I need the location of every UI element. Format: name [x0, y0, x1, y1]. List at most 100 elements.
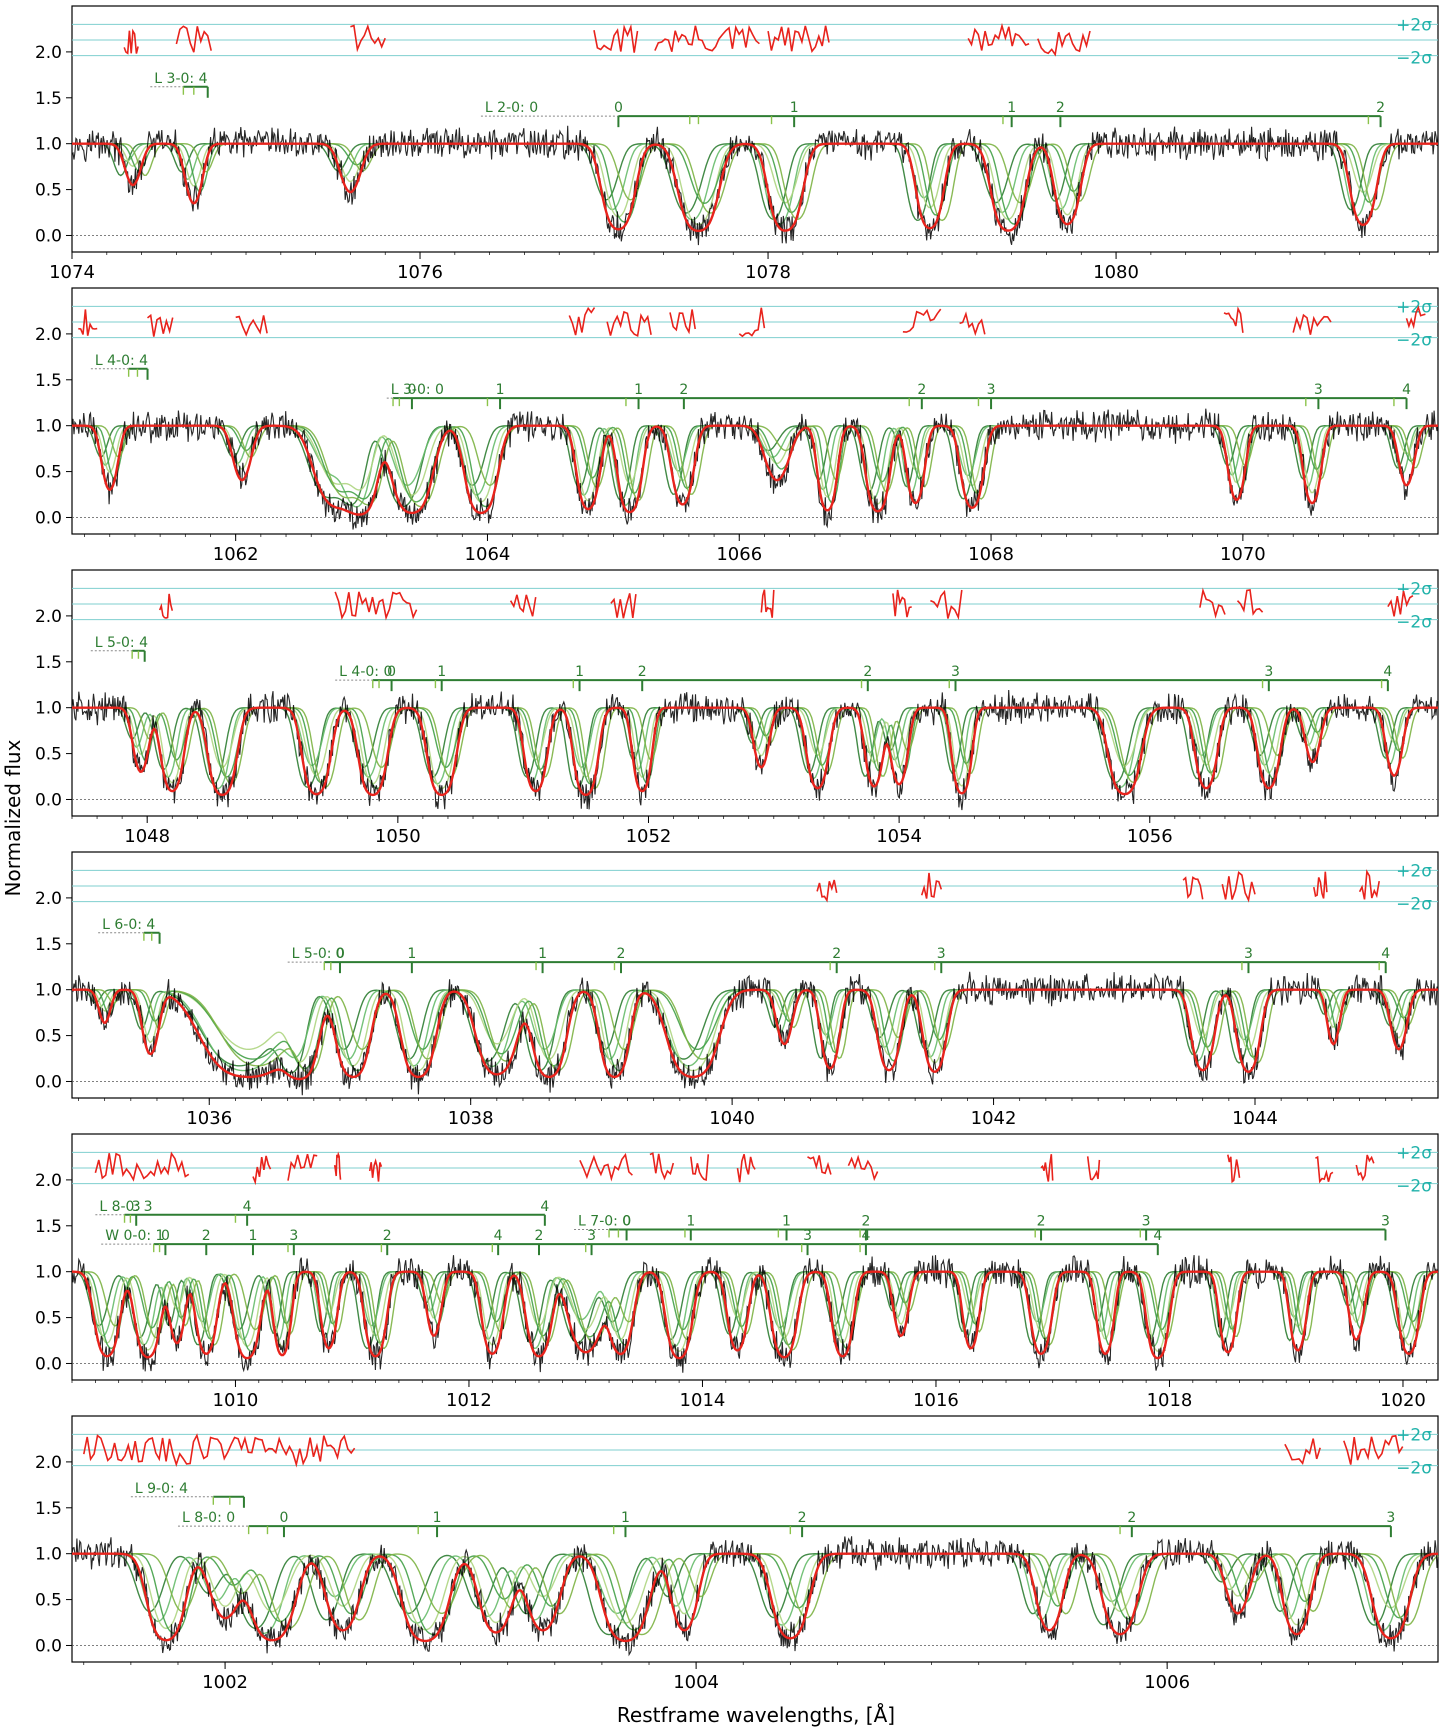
y-tick-label: 0.0 — [35, 226, 62, 246]
residual-segment — [1182, 876, 1204, 900]
residual-segment — [1355, 1154, 1375, 1182]
x-tick-label: 1012 — [446, 1390, 492, 1411]
line-series-label: W 0-0: 1 — [105, 1228, 164, 1244]
residual-segment — [649, 1152, 675, 1181]
y-tick-label: 0.0 — [35, 508, 62, 528]
sigma-minus-label: −2σ — [1396, 1459, 1432, 1479]
sigma-plus-label: +2σ — [1396, 861, 1432, 881]
residual-segment — [1358, 869, 1380, 900]
line-tick-label: 0 — [622, 1213, 631, 1229]
x-tick-label: 1070 — [1220, 544, 1266, 565]
y-axis-label: Normalized flux — [1, 739, 25, 896]
residual-segment — [1313, 871, 1328, 899]
line-tick-label: 1 — [538, 946, 547, 962]
sigma-minus-label: −2σ — [1396, 49, 1432, 69]
line-tick-label: 2 — [679, 382, 688, 398]
residual-segment — [78, 309, 98, 336]
panel-frame — [71, 569, 1439, 817]
line-tick-label: 0 — [336, 946, 345, 962]
x-tick-label: 1004 — [673, 1672, 719, 1693]
x-tick-label: 1014 — [680, 1390, 726, 1411]
residual-segment — [654, 24, 760, 52]
model-fit — [72, 706, 1438, 797]
line-tick-label: 2 — [617, 946, 626, 962]
y-tick-label: 1.0 — [35, 1263, 62, 1283]
x-tick-label: 1040 — [709, 1108, 755, 1129]
line-tick-label: 1 — [621, 1510, 630, 1526]
y-tick-label: 0.0 — [35, 1636, 62, 1656]
line-tick-label: 4 — [1153, 1228, 1162, 1244]
line-tick-label: 1 — [249, 1228, 258, 1244]
x-tick-label: 1064 — [465, 544, 511, 565]
line-tick-label: 0 — [161, 1228, 170, 1244]
residual-segment — [350, 23, 386, 53]
residual-segment — [1227, 1154, 1241, 1184]
x-tick-label: 1044 — [1232, 1108, 1278, 1129]
residual-segment — [509, 594, 537, 617]
model-fit — [72, 424, 1438, 516]
x-tick-label: 1016 — [913, 1390, 959, 1411]
line-tick-label: 3 — [1244, 946, 1253, 962]
x-tick-label: 1074 — [49, 262, 95, 283]
residual-segment — [760, 589, 775, 618]
residual-segment — [1343, 1434, 1404, 1465]
residual-segment — [892, 589, 912, 618]
model-fit — [72, 142, 1438, 233]
x-tick-label: 1066 — [716, 544, 762, 565]
line-tick-label: 2 — [1127, 1510, 1136, 1526]
x-tick-label: 1062 — [213, 544, 259, 565]
model-fit — [72, 988, 1438, 1081]
residual-segment — [334, 591, 418, 621]
panel-frame — [71, 851, 1439, 1099]
line-tick-label: 1 — [407, 946, 416, 962]
residual-segment — [94, 1151, 190, 1182]
y-tick-label: 1.0 — [35, 1545, 62, 1565]
y-tick-label: 2.0 — [35, 1171, 62, 1191]
line-tick-label: 1 — [437, 664, 446, 680]
sigma-minus-label: −2σ — [1396, 331, 1432, 351]
line-tick-label: 1 — [634, 382, 643, 398]
residual-segment — [1236, 588, 1264, 616]
line-tick-label: 1 — [782, 1213, 791, 1229]
line-tick-label: 3 — [132, 1199, 141, 1215]
residual-segment — [1315, 1155, 1334, 1184]
component-curve-5 — [72, 707, 1438, 790]
y-tick-label: 1.5 — [35, 1217, 62, 1237]
residual-segment — [606, 310, 652, 337]
line-tick-label: 4 — [1402, 382, 1411, 398]
y-tick-label: 0.0 — [35, 1072, 62, 1092]
line-tick-label: 1 — [1007, 100, 1016, 116]
line-tick-label: 3 — [587, 1228, 596, 1244]
line-tick-label: 2 — [861, 1213, 870, 1229]
residual-segment — [1037, 30, 1091, 57]
residual-segment — [368, 1158, 383, 1182]
line-series-label: L 8-0: 3 — [99, 1199, 152, 1215]
x-tick-label: 1056 — [1127, 826, 1173, 847]
x-tick-label: 1038 — [448, 1108, 494, 1129]
line-tick-label: 4 — [1383, 664, 1392, 680]
residual-segment — [1199, 587, 1226, 619]
line-tick-label: 0 — [280, 1510, 289, 1526]
y-tick-label: 0.0 — [35, 790, 62, 810]
panel-5: +2σ−2σL 8-0: 33 4 4L 7-0: 00 1 1 2 2 3 3W 0-0: 1… — [35, 1133, 1439, 1411]
residual-segment — [175, 25, 212, 53]
y-tick-label: 1.5 — [35, 1499, 62, 1519]
panel-frame — [71, 1133, 1439, 1381]
panel-frame — [71, 1415, 1439, 1663]
y-tick-label: 2.0 — [35, 889, 62, 909]
line-series-label: L 9-0: 4 — [135, 1481, 188, 1497]
residual-segment — [1086, 1156, 1101, 1181]
line-tick-label: 3 — [1142, 1213, 1151, 1229]
line-tick-label: 1 — [433, 1510, 442, 1526]
line-tick-label: 3 — [937, 946, 946, 962]
line-series-label: L 2-0: 0 — [485, 100, 538, 116]
line-series-label: L 4-0: 0 — [339, 664, 392, 680]
line-tick-label: 4 — [540, 1199, 549, 1215]
residual-segment — [593, 23, 639, 53]
sigma-minus-label: −2σ — [1396, 1177, 1432, 1197]
line-series-label: L 6-0: 4 — [102, 917, 155, 933]
x-tick-label: 1068 — [968, 544, 1014, 565]
x-tick-label: 1076 — [397, 262, 443, 283]
residual-segment — [610, 593, 637, 619]
